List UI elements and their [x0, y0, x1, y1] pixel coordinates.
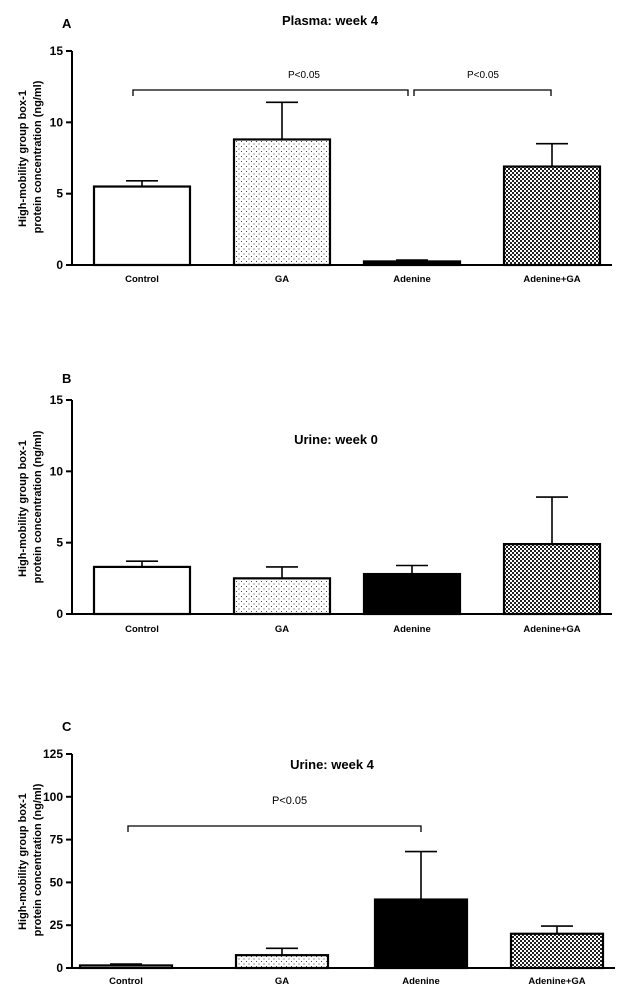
x-category-label: GA [275, 976, 289, 986]
panel-a-plot: 0 5 10 15 Control GA Adenine Adenine+GA P<0.05 P<… [50, 44, 612, 285]
y-tick-label: 0 [56, 961, 63, 975]
panel-a-label: A [62, 16, 72, 31]
x-category-label: Adenine+GA [528, 976, 585, 986]
panel-c-label: C [62, 719, 72, 734]
bar [232, 577, 332, 616]
bar [362, 260, 462, 267]
y-tick-label: 15 [50, 44, 64, 58]
panel-b-ylabel: High-mobility group box-1 protein concen… [17, 430, 44, 583]
x-category-label: Adenine [402, 976, 439, 986]
y-tick-label: 125 [43, 747, 63, 761]
panel-a-title: Plasma: week 4 [282, 13, 379, 28]
panel-a-ylabel: High-mobility group box-1 protein concen… [17, 80, 44, 233]
x-category-label: Control [125, 274, 159, 285]
panel-c-plot: 0 25 50 75 100 125 Control GA Adenine Adenine+GA P… [43, 747, 615, 986]
bar [232, 138, 332, 267]
y-tick-label: 15 [50, 393, 64, 407]
significance-bracket [413, 89, 552, 96]
panel-b-label: B [62, 371, 71, 386]
bar [509, 932, 605, 970]
panel-b-ylabel-line2: protein concentration (ng/ml) [32, 430, 44, 583]
y-tick-label: 100 [43, 790, 63, 804]
panel-c-ylabel: High-mobility group box-1 protein concen… [17, 783, 44, 936]
y-tick-label: 5 [56, 187, 63, 201]
x-category-label: GA [275, 624, 289, 635]
panel-b-ylabel-line1: High-mobility group box-1 [17, 440, 29, 577]
y-tick-label: 0 [56, 607, 63, 621]
panel-c-ylabel-line2: protein concentration (ng/ml) [32, 783, 44, 936]
panel-b: B Urine: week 0 High-mobility group box-… [17, 371, 612, 635]
bar [92, 185, 192, 267]
x-category-label: Adenine [393, 274, 430, 285]
y-tick-label: 0 [56, 258, 63, 272]
x-category-label: Control [125, 624, 159, 635]
x-category-label: Adenine [393, 624, 430, 635]
panel-a-ylabel-line2: protein concentration (ng/ml) [32, 80, 44, 233]
panel-a-ylabel-line1: High-mobility group box-1 [17, 90, 29, 227]
significance-bracket [127, 825, 422, 832]
significance-label: P<0.05 [272, 795, 307, 807]
significance-bracket [132, 89, 409, 96]
panel-b-title: Urine: week 0 [294, 432, 378, 447]
bar [373, 898, 469, 970]
x-category-label: Adenine+GA [523, 624, 580, 635]
y-tick-label: 25 [50, 918, 64, 932]
panel-c-ylabel-line1: High-mobility group box-1 [17, 793, 29, 930]
panel-b-plot: 0 5 10 15 Control GA Adenine Adenine+GA [50, 393, 612, 635]
panel-c-title: Urine: week 4 [290, 757, 375, 772]
bar [502, 165, 602, 267]
y-tick-label: 10 [50, 115, 64, 129]
significance-label: P<0.05 [288, 70, 320, 81]
significance-label: P<0.05 [467, 70, 499, 81]
y-tick-label: 50 [50, 875, 64, 889]
x-category-label: GA [275, 274, 289, 285]
bar [92, 565, 192, 616]
bar [234, 954, 330, 970]
x-category-label: Control [109, 976, 143, 986]
bar [362, 572, 462, 616]
x-category-label: Adenine+GA [523, 274, 580, 285]
panel-a: A Plasma: week 4 High-mobility group box… [17, 13, 612, 285]
bar [78, 964, 174, 970]
bar [502, 542, 602, 616]
panel-c: C Urine: week 4 High-mobility group box-… [17, 719, 615, 986]
y-tick-label: 5 [56, 536, 63, 550]
y-tick-label: 75 [50, 833, 64, 847]
y-tick-label: 10 [50, 464, 64, 478]
